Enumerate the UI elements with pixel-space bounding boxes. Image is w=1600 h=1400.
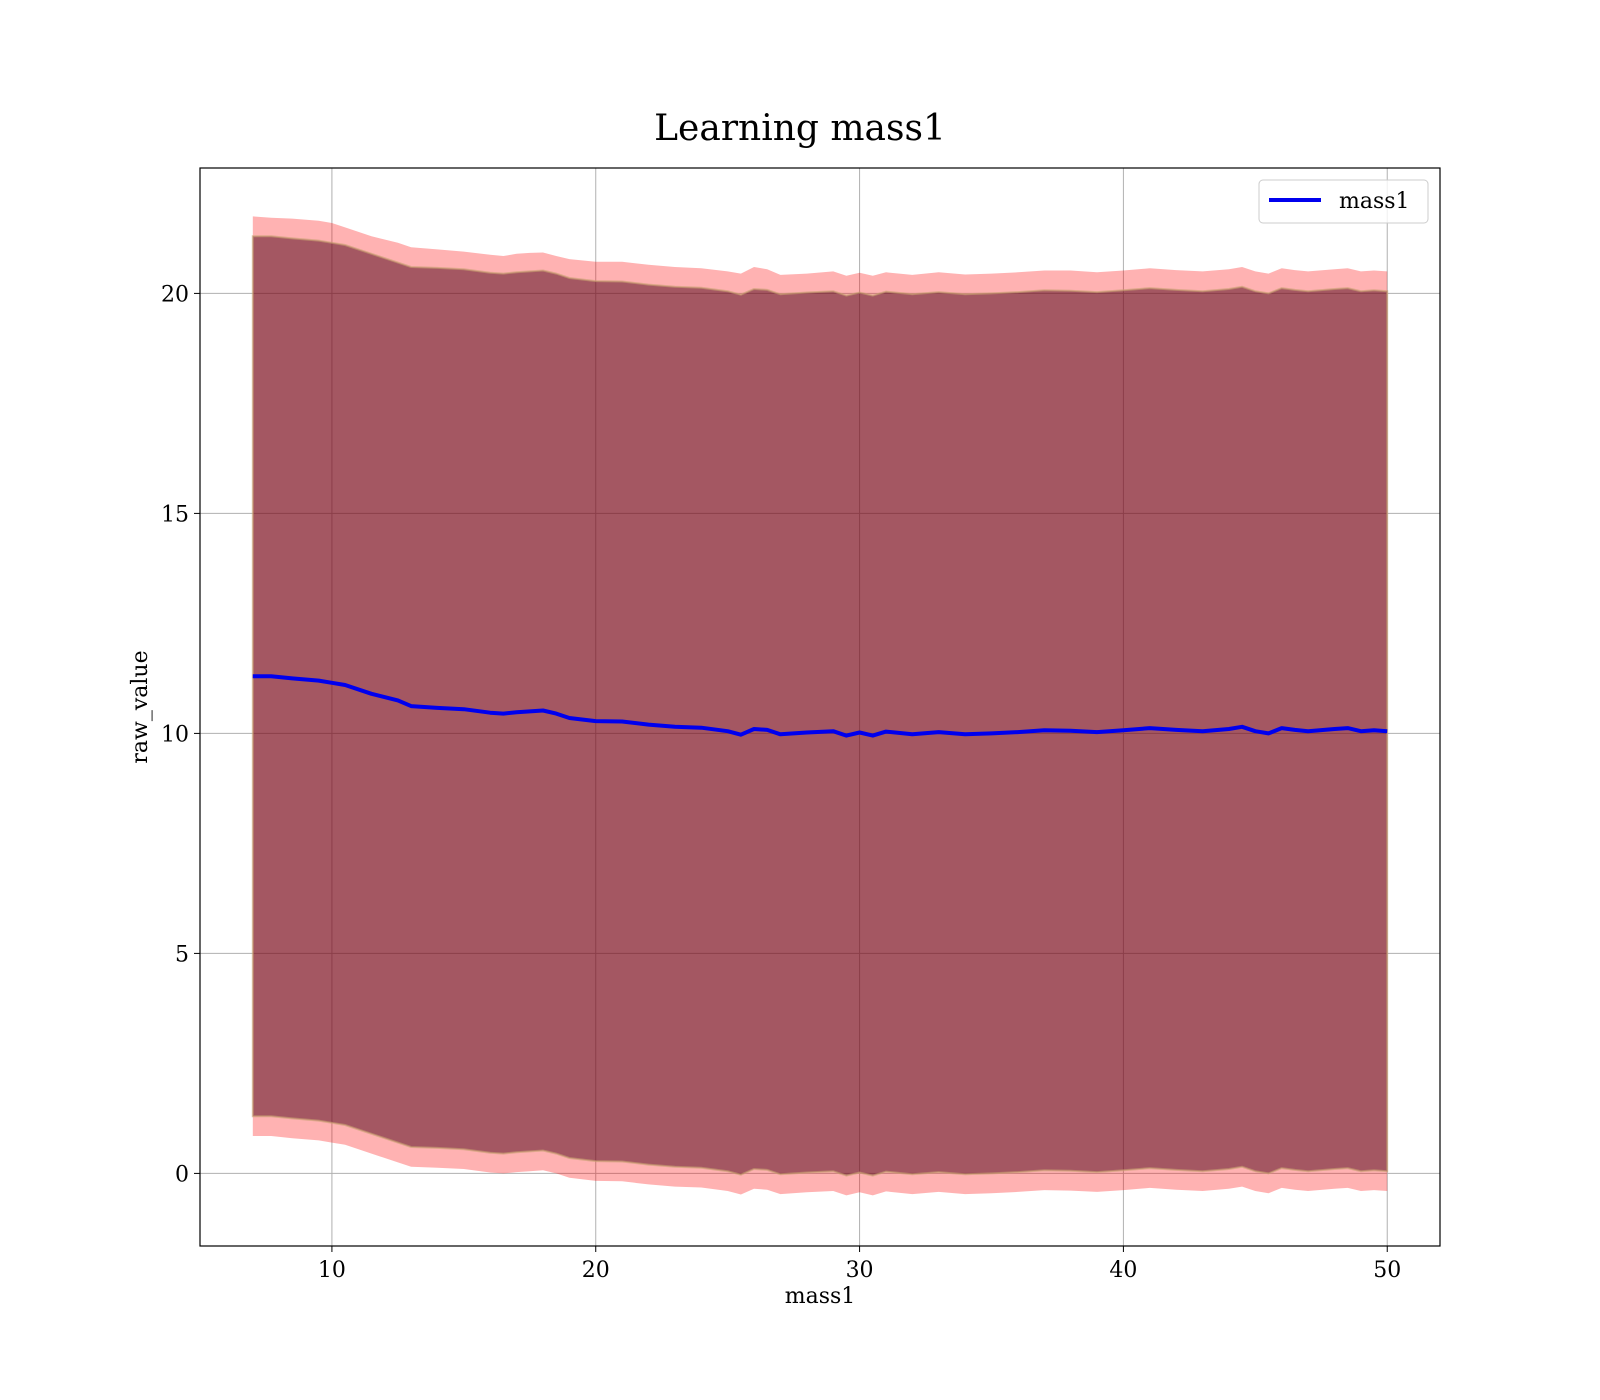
x-axis-label: mass1 [785, 1284, 856, 1309]
x-tick-label: 50 [1373, 1258, 1401, 1283]
legend: mass1 [1258, 179, 1429, 224]
legend-box [1258, 179, 1429, 224]
series-lines [252, 674, 1388, 738]
inner-band [251, 235, 1389, 1177]
x-tick-label: 20 [582, 1258, 610, 1283]
x-axis-ticks: 10 20 30 40 50 [318, 1246, 1401, 1283]
y-tick-label: 5 [175, 942, 189, 967]
y-axis-ticks: 0 5 10 15 20 [161, 282, 200, 1187]
y-tick-label: 10 [161, 722, 189, 747]
chart-title: Learning mass1 [654, 108, 946, 149]
y-tick-label: 20 [161, 282, 189, 307]
plot-frame [199, 167, 1441, 1247]
x-tick-label: 30 [846, 1258, 874, 1283]
y-tick-label: 0 [175, 1162, 189, 1187]
y-axis-label: raw_value [128, 650, 153, 763]
x-tick-label: 40 [1109, 1258, 1137, 1283]
confidence-bands [251, 216, 1389, 1196]
legend-label-mass1: mass1 [1339, 189, 1410, 214]
series-line-mass1 [252, 674, 1388, 738]
y-tick-label: 15 [161, 502, 189, 527]
x-tick-label: 10 [318, 1258, 346, 1283]
